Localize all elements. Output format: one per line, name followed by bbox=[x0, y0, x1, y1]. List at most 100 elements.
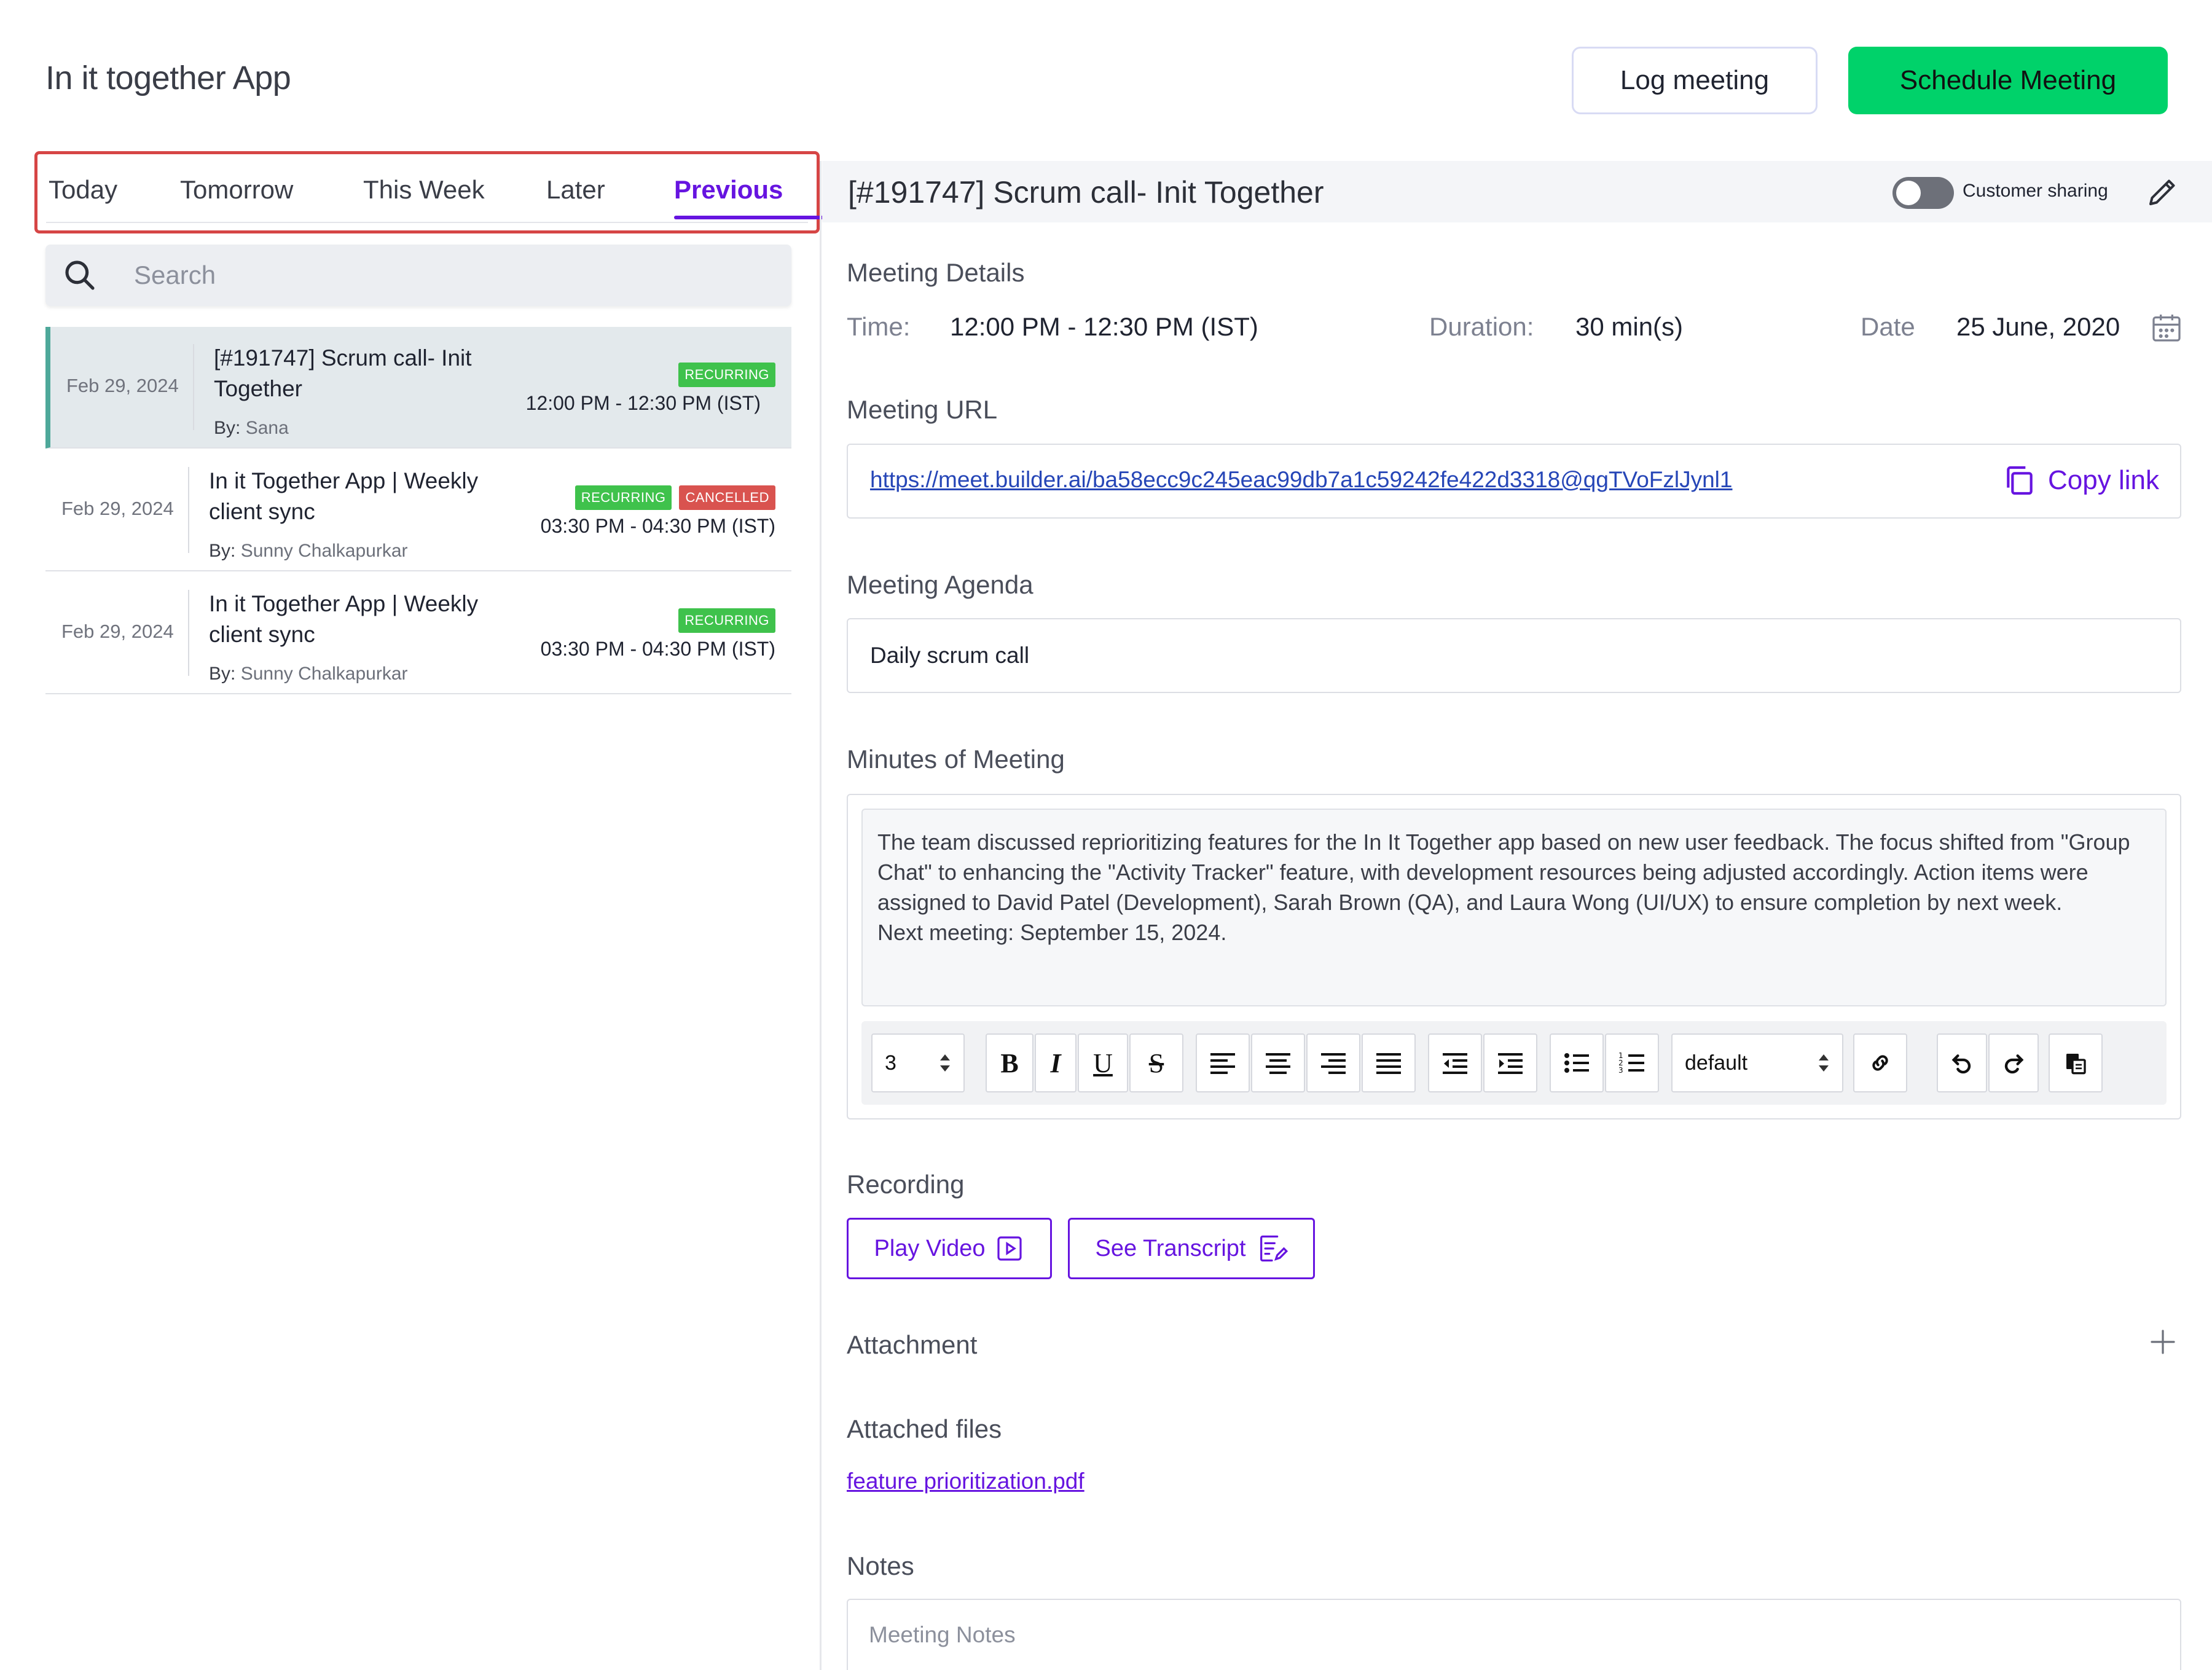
meeting-time: 12:00 PM - 12:30 PM (IST) bbox=[525, 392, 761, 414]
meeting-list-item[interactable]: Feb 29, 2024 [#191747] Scrum call- Init … bbox=[45, 327, 791, 449]
meeting-time: 03:30 PM - 04:30 PM (IST) bbox=[540, 515, 775, 537]
outdent-icon bbox=[1443, 1053, 1467, 1074]
meeting-url-heading: Meeting URL bbox=[847, 395, 998, 424]
meeting-date: Feb 29, 2024 bbox=[61, 621, 174, 642]
align-left-button[interactable] bbox=[1196, 1033, 1250, 1092]
search-bar bbox=[45, 245, 791, 306]
tab-tomorrow[interactable]: Tomorrow bbox=[180, 175, 294, 204]
tab-this-week[interactable]: This Week bbox=[363, 175, 485, 204]
link-button[interactable] bbox=[1853, 1033, 1907, 1092]
organizer-name: Sana bbox=[245, 418, 289, 438]
font-size-select[interactable]: 3 bbox=[871, 1033, 965, 1092]
attached-file-link[interactable]: feature prioritization.pdf bbox=[847, 1468, 1084, 1494]
agenda-field[interactable]: Daily scrum call bbox=[847, 618, 2181, 693]
item-divider bbox=[188, 590, 189, 676]
minutes-heading: Minutes of Meeting bbox=[847, 745, 1065, 774]
align-right-icon bbox=[1321, 1053, 1346, 1074]
tab-today[interactable]: Today bbox=[49, 175, 118, 204]
play-video-button[interactable]: Play Video bbox=[847, 1218, 1052, 1279]
font-family-select[interactable]: default bbox=[1671, 1033, 1843, 1092]
outdent-button[interactable] bbox=[1428, 1033, 1482, 1092]
meeting-detail-title: [#191747] Scrum call- Init Together bbox=[848, 175, 1324, 210]
notes-heading: Notes bbox=[847, 1551, 914, 1580]
meeting-url-box: https://meet.builder.ai/ba58ecc9c245eac9… bbox=[847, 444, 2181, 519]
meeting-badges: RECURRING bbox=[678, 363, 775, 387]
meeting-organizer: By: Sana bbox=[214, 418, 289, 439]
recurring-badge: RECURRING bbox=[678, 608, 775, 633]
duration-label: Duration: bbox=[1429, 312, 1534, 341]
play-icon bbox=[997, 1236, 1022, 1261]
recording-heading: Recording bbox=[847, 1170, 965, 1199]
meeting-title: In it Together App | Weekly client sync bbox=[209, 468, 479, 524]
minutes-next-meeting: Next meeting: September 15, 2024. bbox=[877, 920, 1227, 945]
numbered-list-icon: 123 bbox=[1618, 1051, 1644, 1075]
agenda-value: Daily scrum call bbox=[870, 643, 1030, 668]
calendar-icon[interactable] bbox=[2149, 310, 2184, 345]
select-arrows-icon bbox=[940, 1054, 950, 1072]
see-transcript-button[interactable]: See Transcript bbox=[1068, 1218, 1315, 1279]
meeting-badges: RECURRING CANCELLED bbox=[575, 485, 775, 510]
active-tab-indicator bbox=[674, 216, 824, 219]
font-family-value: default bbox=[1685, 1051, 1748, 1075]
strikethrough-button[interactable]: S bbox=[1129, 1033, 1183, 1092]
notes-box bbox=[847, 1599, 2181, 1670]
plus-icon[interactable] bbox=[2148, 1327, 2178, 1357]
bold-button[interactable]: B bbox=[986, 1033, 1033, 1092]
search-icon bbox=[65, 261, 95, 290]
meeting-organizer: By: Sunny Chalkapurkar bbox=[209, 664, 408, 684]
select-arrows-icon bbox=[1819, 1054, 1829, 1072]
date-label: Date bbox=[1861, 312, 1915, 341]
attached-files-heading: Attached files bbox=[847, 1414, 1002, 1443]
date-value: 25 June, 2020 bbox=[1956, 312, 2120, 341]
panel-divider bbox=[820, 161, 822, 1670]
app-title: In it together App bbox=[45, 60, 291, 96]
tabs-divider bbox=[46, 222, 808, 223]
copy-link-button[interactable]: Copy link bbox=[2002, 463, 2159, 498]
redo-button[interactable] bbox=[1988, 1033, 2039, 1092]
transcript-icon bbox=[1260, 1235, 1288, 1262]
play-video-label: Play Video bbox=[874, 1235, 986, 1261]
organizer-prefix: By: bbox=[209, 664, 236, 684]
meeting-detail-header: [#191747] Scrum call- Init Together Cust… bbox=[822, 161, 2212, 222]
minutes-editor: The team discussed reprioritizing featur… bbox=[847, 794, 2181, 1119]
item-divider bbox=[188, 467, 189, 553]
meeting-title: In it Together App | Weekly client sync bbox=[209, 591, 479, 647]
time-label: Time: bbox=[847, 312, 911, 341]
undo-button[interactable] bbox=[1937, 1033, 1987, 1092]
italic-button[interactable]: I bbox=[1035, 1033, 1077, 1092]
bullet-list-button[interactable] bbox=[1550, 1033, 1604, 1092]
paste-icon bbox=[2066, 1054, 2086, 1075]
justify-button[interactable] bbox=[1362, 1033, 1416, 1092]
tab-later[interactable]: Later bbox=[546, 175, 605, 204]
font-size-value: 3 bbox=[885, 1051, 896, 1075]
meeting-list-item[interactable]: Feb 29, 2024 In it Together App | Weekly… bbox=[45, 450, 791, 571]
meeting-url-link[interactable]: https://meet.builder.ai/ba58ecc9c245eac9… bbox=[870, 467, 1733, 492]
organizer-name: Sunny Chalkapurkar bbox=[240, 664, 408, 684]
cancelled-badge: CANCELLED bbox=[679, 485, 775, 510]
recurring-badge: RECURRING bbox=[678, 363, 775, 387]
underline-button[interactable]: U bbox=[1078, 1033, 1128, 1092]
meeting-agenda-heading: Meeting Agenda bbox=[847, 570, 1033, 599]
meeting-list-item[interactable]: Feb 29, 2024 In it Together App | Weekly… bbox=[45, 573, 791, 694]
notes-field[interactable] bbox=[869, 1622, 2098, 1665]
edit-icon[interactable] bbox=[2144, 173, 2181, 210]
meeting-time: 03:30 PM - 04:30 PM (IST) bbox=[540, 638, 775, 660]
customer-sharing-toggle[interactable] bbox=[1892, 177, 1954, 209]
minutes-text-area[interactable]: The team discussed reprioritizing featur… bbox=[861, 809, 2167, 1006]
tab-previous[interactable]: Previous bbox=[674, 175, 783, 204]
minutes-paragraph: The team discussed reprioritizing featur… bbox=[877, 829, 2130, 915]
align-right-button[interactable] bbox=[1306, 1033, 1360, 1092]
indent-button[interactable] bbox=[1483, 1033, 1537, 1092]
schedule-meeting-button[interactable]: Schedule Meeting bbox=[1848, 47, 2168, 114]
organizer-prefix: By: bbox=[214, 418, 241, 438]
paste-button[interactable] bbox=[2049, 1033, 2103, 1092]
organizer-name: Sunny Chalkapurkar bbox=[240, 541, 408, 561]
meeting-date: Feb 29, 2024 bbox=[66, 375, 179, 396]
align-center-button[interactable] bbox=[1251, 1033, 1305, 1092]
search-input[interactable] bbox=[134, 254, 748, 296]
log-meeting-button[interactable]: Log meeting bbox=[1572, 47, 1818, 114]
item-divider bbox=[193, 344, 194, 430]
attachment-heading: Attachment bbox=[847, 1330, 978, 1359]
